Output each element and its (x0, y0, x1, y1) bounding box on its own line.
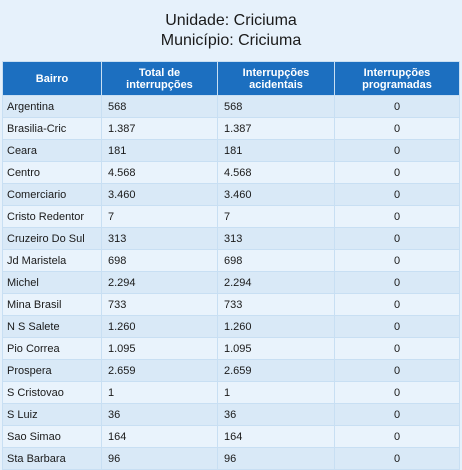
cell-bairro: Argentina (2, 95, 102, 118)
table-row: Sta Barbara 96 96 0 (2, 447, 460, 470)
cell-bairro: Jd Maristela (2, 249, 102, 272)
cell-programadas: 0 (334, 425, 460, 448)
cell-bairro: Cristo Redentor (2, 205, 102, 228)
interruptions-table: Bairro Total de interrupções Interrupçõe… (2, 61, 460, 470)
cell-total: 568 (101, 95, 218, 118)
table-row: Cruzeiro Do Sul 313 313 0 (2, 227, 460, 250)
cell-programadas: 0 (334, 403, 460, 426)
cell-bairro: Pio Correa (2, 337, 102, 360)
table-row: Cristo Redentor 7 7 0 (2, 205, 460, 228)
cell-total: 313 (101, 227, 218, 250)
cell-bairro: Centro (2, 161, 102, 184)
cell-acidentais: 7 (217, 205, 335, 228)
table-row: S Luiz 36 36 0 (2, 403, 460, 426)
table-header-row: Bairro Total de interrupções Interrupçõe… (2, 61, 460, 96)
unidade-title: Unidade: Criciuma (165, 12, 297, 29)
cell-programadas: 0 (334, 161, 460, 184)
cell-programadas: 0 (334, 249, 460, 272)
cell-programadas: 0 (334, 117, 460, 140)
cell-programadas: 0 (334, 337, 460, 360)
column-header-bairro: Bairro (2, 61, 102, 96)
table-row: Jd Maristela 698 698 0 (2, 249, 460, 272)
cell-bairro: Prospera (2, 359, 102, 382)
cell-total: 36 (101, 403, 218, 426)
cell-acidentais: 1.095 (217, 337, 335, 360)
table-row: Sao Simao 164 164 0 (2, 425, 460, 448)
cell-acidentais: 698 (217, 249, 335, 272)
cell-acidentais: 96 (217, 447, 335, 470)
cell-bairro: Cruzeiro Do Sul (2, 227, 102, 250)
cell-acidentais: 181 (217, 139, 335, 162)
cell-total: 96 (101, 447, 218, 470)
cell-acidentais: 2.659 (217, 359, 335, 382)
cell-bairro: Sao Simao (2, 425, 102, 448)
cell-programadas: 0 (334, 315, 460, 338)
cell-acidentais: 733 (217, 293, 335, 316)
column-header-programadas: Interrupções programadas (334, 61, 460, 96)
cell-bairro: Brasilia-Cric (2, 117, 102, 140)
table-row: Ceara 181 181 0 (2, 139, 460, 162)
cell-acidentais: 1.260 (217, 315, 335, 338)
table-row: N S Salete 1.260 1.260 0 (2, 315, 460, 338)
column-header-total: Total de interrupções (101, 61, 218, 96)
table-row: Centro 4.568 4.568 0 (2, 161, 460, 184)
cell-total: 181 (101, 139, 218, 162)
column-header-acidentais: Interrupções acidentais (217, 61, 335, 96)
cell-total: 1 (101, 381, 218, 404)
cell-bairro: N S Salete (2, 315, 102, 338)
table-row: Pio Correa 1.095 1.095 0 (2, 337, 460, 360)
municipio-title: Município: Criciuma (160, 32, 302, 49)
cell-programadas: 0 (334, 95, 460, 118)
cell-total: 2.659 (101, 359, 218, 382)
cell-total: 164 (101, 425, 218, 448)
cell-acidentais: 2.294 (217, 271, 335, 294)
cell-total: 7 (101, 205, 218, 228)
table-body: Argentina 568 568 0 Brasilia-Cric 1.387 1.387 0… (2, 95, 460, 470)
cell-acidentais: 568 (217, 95, 335, 118)
interruptions-table-container: Bairro Total de interrupções Interrupçõe… (2, 61, 460, 470)
cell-acidentais: 313 (217, 227, 335, 250)
table-row: Argentina 568 568 0 (2, 95, 460, 118)
cell-programadas: 0 (334, 205, 460, 228)
report-header: Unidade: Criciuma Município: Criciuma (0, 0, 462, 51)
table-row: S Cristovao 1 1 0 (2, 381, 460, 404)
cell-programadas: 0 (334, 359, 460, 382)
cell-bairro: Mina Brasil (2, 293, 102, 316)
cell-acidentais: 4.568 (217, 161, 335, 184)
cell-programadas: 0 (334, 183, 460, 206)
cell-bairro: Michel (2, 271, 102, 294)
cell-acidentais: 36 (217, 403, 335, 426)
cell-acidentais: 3.460 (217, 183, 335, 206)
cell-programadas: 0 (334, 381, 460, 404)
table-row: Comerciario 3.460 3.460 0 (2, 183, 460, 206)
cell-bairro: S Luiz (2, 403, 102, 426)
cell-bairro: Comerciario (2, 183, 102, 206)
cell-programadas: 0 (334, 227, 460, 250)
cell-total: 4.568 (101, 161, 218, 184)
cell-acidentais: 1.387 (217, 117, 335, 140)
cell-acidentais: 164 (217, 425, 335, 448)
cell-total: 3.460 (101, 183, 218, 206)
cell-bairro: Sta Barbara (2, 447, 102, 470)
cell-bairro: Ceara (2, 139, 102, 162)
cell-programadas: 0 (334, 139, 460, 162)
cell-total: 1.387 (101, 117, 218, 140)
cell-programadas: 0 (334, 447, 460, 470)
table-row: Mina Brasil 733 733 0 (2, 293, 460, 316)
cell-bairro: S Cristovao (2, 381, 102, 404)
cell-total: 1.095 (101, 337, 218, 360)
table-row: Prospera 2.659 2.659 0 (2, 359, 460, 382)
table-row: Michel 2.294 2.294 0 (2, 271, 460, 294)
cell-programadas: 0 (334, 293, 460, 316)
table-row: Brasilia-Cric 1.387 1.387 0 (2, 117, 460, 140)
cell-total: 698 (101, 249, 218, 272)
cell-acidentais: 1 (217, 381, 335, 404)
cell-programadas: 0 (334, 271, 460, 294)
cell-total: 733 (101, 293, 218, 316)
cell-total: 2.294 (101, 271, 218, 294)
cell-total: 1.260 (101, 315, 218, 338)
